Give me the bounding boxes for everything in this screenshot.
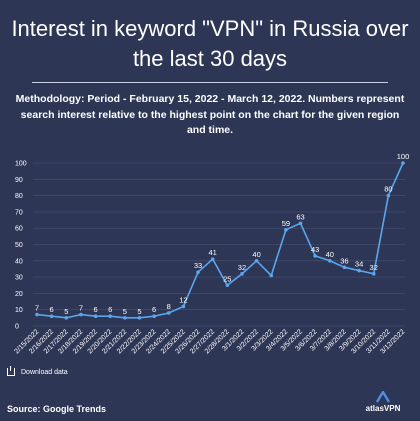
download-label: Download data — [21, 368, 68, 376]
data-label: 80 — [384, 185, 392, 194]
y-tick-label: 10 — [15, 307, 23, 314]
data-point — [137, 316, 142, 320]
download-icon — [7, 366, 15, 376]
data-label: 32 — [238, 263, 246, 272]
download-data-link[interactable]: Download data — [7, 366, 68, 376]
data-point — [108, 314, 112, 319]
data-point — [123, 316, 127, 320]
title-divider — [32, 82, 388, 83]
data-label: 12 — [179, 295, 187, 304]
data-label: 100 — [397, 152, 410, 161]
y-tick-label: 50 — [15, 242, 23, 249]
y-tick-label: 30 — [15, 275, 23, 282]
data-point — [64, 316, 69, 320]
y-tick-label: 20 — [15, 291, 23, 298]
data-point — [225, 283, 230, 288]
data-label: 34 — [355, 260, 363, 269]
methodology-body: Period - February 15, 2022 - March 12, 2… — [20, 93, 405, 136]
data-point — [269, 273, 274, 278]
brand-logo: atlasVPN — [353, 391, 413, 413]
y-tick-label: 80 — [15, 193, 23, 200]
x-tick-labels: 2/15/20222/16/20222/17/20222/18/20222/19… — [13, 328, 406, 355]
data-point — [254, 259, 259, 263]
y-tick-label: 70 — [15, 209, 23, 216]
data-label: 59 — [282, 219, 290, 228]
data-label: 33 — [194, 261, 202, 270]
data-label: 5 — [123, 307, 127, 316]
source-note: Source: Google Trends — [7, 404, 107, 414]
data-label: 6 — [152, 305, 156, 314]
data-point — [401, 161, 405, 165]
data-point — [196, 270, 200, 275]
data-label: 32 — [370, 263, 378, 272]
data-points — [35, 161, 405, 320]
atlasvpn-logo-icon — [375, 391, 391, 403]
y-tick-label: 0 — [15, 324, 19, 331]
data-point — [284, 228, 288, 232]
data-point — [166, 311, 171, 315]
line-chart: 0 10 20 30 40 50 60 70 80 90 100 2/15/20222/16/202… — [13, 152, 409, 355]
data-point — [49, 314, 54, 319]
data-point — [79, 312, 83, 317]
data-label: 43 — [311, 245, 319, 254]
data-label: 41 — [209, 248, 217, 257]
data-labels: 7 6 5 7 6 6 5 5 6 8 12 33 41 25 32 40 59 63 43 40 36 34 32 80 10… — [35, 152, 409, 316]
data-label: 25 — [223, 274, 231, 283]
y-tick-labels: 0 10 20 30 40 50 60 70 80 90 100 — [15, 161, 27, 331]
data-point — [240, 272, 244, 276]
data-label: 63 — [296, 212, 304, 221]
data-point — [371, 272, 376, 276]
data-label: 6 — [108, 305, 112, 314]
gridlines — [33, 162, 405, 327]
data-label: 36 — [340, 256, 348, 265]
data-point — [35, 312, 39, 317]
data-point — [298, 221, 303, 226]
data-point — [328, 259, 332, 263]
methodology-text: Methodology: Period - February 15, 2022 … — [14, 92, 406, 139]
data-point — [181, 304, 186, 309]
data-point — [93, 314, 98, 319]
data-point — [152, 314, 156, 319]
data-label: 7 — [35, 304, 39, 313]
data-label: 7 — [79, 304, 83, 313]
data-label: 8 — [167, 302, 171, 311]
data-point — [357, 268, 361, 273]
y-tick-label: 90 — [15, 177, 23, 184]
data-point — [342, 265, 347, 270]
data-point — [210, 257, 215, 261]
brand-name: atlasVPN — [365, 404, 401, 413]
y-tick-label: 60 — [15, 226, 23, 233]
y-tick-label: 100 — [15, 161, 27, 168]
data-label: 5 — [64, 307, 68, 316]
data-label: 40 — [252, 250, 260, 259]
data-label: 6 — [93, 305, 97, 314]
methodology-label: Methodology: — [15, 93, 85, 105]
y-tick-label: 40 — [15, 258, 23, 265]
data-label: 6 — [50, 305, 54, 314]
data-label: 40 — [326, 250, 334, 259]
data-point — [313, 254, 317, 258]
series-line — [36, 162, 404, 319]
data-label: 5 — [137, 307, 141, 316]
data-point — [386, 193, 391, 198]
chart-title: Interest in keyword "VPN" in Russia over… — [11, 16, 409, 71]
